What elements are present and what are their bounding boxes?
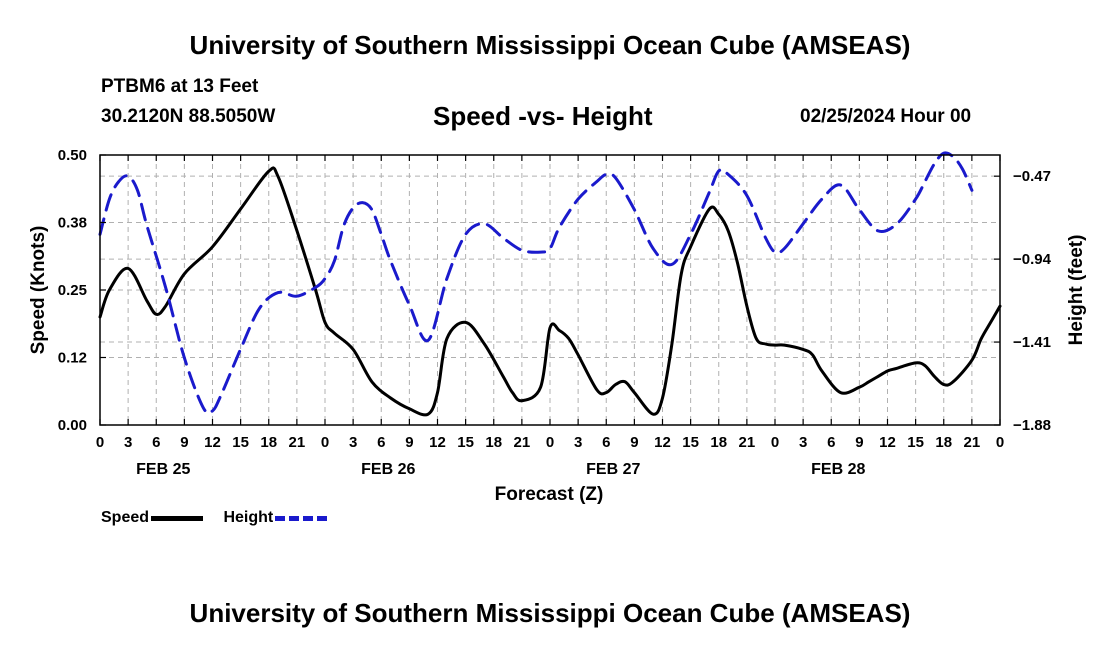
- legend-speed: Speed: [101, 509, 204, 527]
- x-tick-label: 12: [429, 434, 446, 451]
- x-tick-label: 9: [180, 434, 188, 451]
- legend-height-label: Height: [223, 509, 274, 526]
- x-tick-label: 0: [96, 434, 104, 451]
- speed-series-line: [98, 166, 1002, 417]
- x-tick-label: 3: [574, 434, 582, 451]
- main-title: University of Southern Mississippi Ocean…: [189, 30, 911, 60]
- x-tick-label: 15: [907, 434, 924, 451]
- x-tick-label: 15: [457, 434, 474, 451]
- legend-speed-label: Speed: [101, 509, 150, 526]
- legend-height-swatch: [275, 515, 328, 521]
- x-tick-label: 12: [204, 434, 221, 451]
- legend-speed-swatch: [151, 515, 204, 521]
- right-y-tick-label: −1.41: [1013, 334, 1051, 351]
- forecast-datetime: 02/25/2024 Hour 00: [800, 106, 972, 127]
- left-y-axis-label: Speed (Knots): [28, 226, 49, 355]
- x-tick-label: 6: [827, 434, 835, 451]
- chart-subtitle: Speed -vs- Height: [433, 101, 653, 131]
- x-tick-label: 12: [654, 434, 671, 451]
- x-tick-label: 6: [377, 434, 385, 451]
- x-tick-label: 6: [602, 434, 610, 451]
- x-tick-label: 0: [321, 434, 329, 451]
- x-tick-label: 21: [739, 434, 756, 451]
- series-layer: [98, 151, 1002, 417]
- x-axis-label: Forecast (Z): [495, 484, 604, 505]
- x-date-label: FEB 27: [586, 461, 640, 478]
- x-tick-label: 0: [996, 434, 1004, 451]
- height-series-line: [98, 151, 974, 415]
- x-tick-label: 6: [152, 434, 160, 451]
- x-tick-label: 3: [124, 434, 132, 451]
- axes: 0 3 6 9 12 15 18 21 0 3 6 9 12 15 18 21 0 3 6 9 12 15 18 21 0 3 6 9…: [58, 147, 1052, 478]
- left-y-tick-label: 0.50: [58, 147, 87, 164]
- station-name: PTBM6 at 13 Feet: [101, 76, 259, 97]
- x-tick-label: 9: [630, 434, 638, 451]
- right-y-axis-label: Height (feet): [1066, 235, 1087, 346]
- station-coordinates: 30.2120N 88.5050W: [101, 106, 276, 127]
- x-tick-label: 18: [485, 434, 502, 451]
- grid-lines: [100, 155, 1000, 426]
- legend-height: Height: [223, 509, 328, 527]
- x-tick-label: 3: [349, 434, 357, 451]
- x-tick-label: 0: [546, 434, 554, 451]
- left-y-tick-label: 0.38: [58, 215, 87, 232]
- x-tick-label: 21: [964, 434, 981, 451]
- left-y-tick-label: 0.12: [58, 350, 87, 367]
- x-tick-label: 0: [771, 434, 779, 451]
- x-tick-label: 18: [935, 434, 952, 451]
- x-date-label: FEB 25: [136, 461, 190, 478]
- x-date-label: FEB 26: [361, 461, 415, 478]
- footer-title: University of Southern Mississippi Ocean…: [189, 598, 911, 628]
- x-tick-label: 18: [710, 434, 727, 451]
- x-tick-label: 15: [232, 434, 249, 451]
- right-y-tick-label: −0.47: [1013, 168, 1051, 185]
- right-y-tick-label: −0.94: [1013, 251, 1052, 268]
- left-y-tick-label: 0.25: [58, 282, 87, 299]
- x-tick-label: 21: [289, 434, 306, 451]
- speed-height-chart: 0 3 6 9 12 15 18 21 0 3 6 9 12 15 18 21 0 3 6 9 12 15 18 21 0 3 6 9…: [28, 147, 1087, 505]
- x-tick-label: 15: [682, 434, 699, 451]
- legend: Speed Height: [101, 509, 343, 527]
- x-date-label: FEB 28: [811, 461, 865, 478]
- x-tick-label: 9: [855, 434, 863, 451]
- left-y-tick-label: 0.00: [58, 417, 87, 434]
- x-tick-label: 9: [405, 434, 413, 451]
- right-y-tick-label: −1.88: [1013, 417, 1051, 434]
- x-tick-label: 3: [799, 434, 807, 451]
- x-tick-label: 18: [260, 434, 277, 451]
- x-tick-label: 21: [514, 434, 531, 451]
- x-tick-label: 12: [879, 434, 896, 451]
